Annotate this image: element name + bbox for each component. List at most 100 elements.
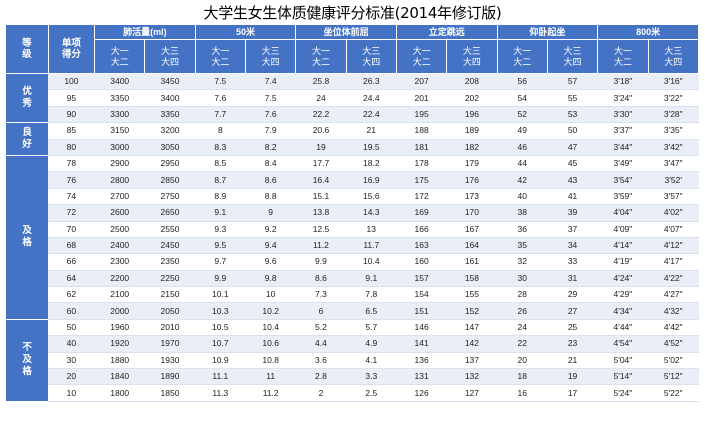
value-cell: 52 bbox=[497, 106, 548, 124]
value-cell: 40 bbox=[497, 188, 548, 206]
value-cell: 17.7 bbox=[295, 155, 347, 173]
value-cell: 8.6 bbox=[245, 171, 296, 189]
value-cell: 4.9 bbox=[346, 335, 397, 353]
subheader-cell: 大一大二 bbox=[295, 39, 347, 74]
grade-cell: 良好 bbox=[6, 122, 49, 156]
value-cell: 3400 bbox=[94, 73, 145, 91]
value-cell: 6.5 bbox=[346, 302, 397, 320]
value-cell: 5'22" bbox=[648, 384, 699, 402]
value-cell: 3'37" bbox=[597, 122, 649, 140]
value-cell: 155 bbox=[446, 286, 498, 304]
value-cell: 7.9 bbox=[245, 122, 296, 140]
value-cell: 29 bbox=[547, 286, 598, 304]
value-cell: 3'24" bbox=[597, 89, 649, 107]
value-cell: 3.3 bbox=[346, 368, 397, 386]
value-cell: 4'07" bbox=[648, 221, 699, 238]
value-cell: 7.5 bbox=[195, 73, 246, 91]
value-cell: 19.5 bbox=[346, 139, 397, 156]
score-cell: 20 bbox=[48, 368, 95, 386]
value-cell: 4'09" bbox=[597, 221, 649, 238]
value-cell: 6 bbox=[295, 302, 347, 320]
value-cell: 9.5 bbox=[195, 237, 246, 255]
value-cell: 126 bbox=[396, 384, 447, 402]
grade-header: 等级 bbox=[6, 25, 49, 74]
value-cell: 46 bbox=[497, 139, 548, 156]
value-cell: 14.3 bbox=[346, 204, 397, 222]
value-cell: 3'59" bbox=[597, 188, 649, 206]
value-cell: 2500 bbox=[94, 221, 145, 238]
score-cell: 64 bbox=[48, 270, 95, 288]
value-cell: 36 bbox=[497, 221, 548, 238]
value-cell: 154 bbox=[396, 286, 447, 304]
table-row: 62 2100 2150 10.1 10 7.3 7.8 154 155 28 29 4'29" 4'2… bbox=[6, 286, 699, 304]
value-cell: 3050 bbox=[144, 139, 196, 156]
value-cell: 3'47" bbox=[648, 155, 699, 173]
value-cell: 27 bbox=[547, 302, 598, 320]
value-cell: 2900 bbox=[94, 155, 145, 173]
value-cell: 21 bbox=[547, 352, 598, 370]
value-cell: 57 bbox=[547, 73, 598, 91]
value-cell: 2350 bbox=[144, 253, 196, 271]
value-cell: 188 bbox=[396, 122, 447, 140]
value-cell: 4'12" bbox=[648, 237, 699, 255]
table-row: 不及格 50 1960 2010 10.5 10.4 5.2 5.7 146 147 24 25 4'4… bbox=[6, 319, 699, 402]
table-row: 95 3350 3400 7.6 7.5 24 24.4 201 202 54 55 3'24" 3'2… bbox=[6, 89, 699, 107]
value-cell: 7.3 bbox=[295, 286, 347, 304]
value-cell: 164 bbox=[446, 237, 498, 255]
value-cell: 5'14" bbox=[597, 368, 649, 386]
table-row: 及格 78 2900 2950 8.5 8.4 17.7 18.2 178 179 44 45 3'49… bbox=[6, 155, 699, 320]
value-cell: 38 bbox=[497, 204, 548, 222]
value-cell: 8.2 bbox=[245, 139, 296, 156]
value-cell: 4'27" bbox=[648, 286, 699, 304]
value-cell: 158 bbox=[446, 270, 498, 288]
value-cell: 161 bbox=[446, 253, 498, 271]
value-cell: 20.6 bbox=[295, 122, 347, 140]
table-header: 等级 单项得分 肺活量(ml) 50米 坐位体前屈 立定跳远 仰卧起坐 800米 大一大二… bbox=[6, 25, 700, 74]
value-cell: 11.2 bbox=[245, 384, 296, 402]
table-row: 68 2400 2450 9.5 9.4 11.2 11.7 163 164 35 34 4'14" 4… bbox=[6, 237, 699, 255]
value-cell: 8.3 bbox=[195, 139, 246, 156]
value-cell: 9.8 bbox=[245, 270, 296, 288]
group-header: 仰卧起坐 bbox=[497, 25, 599, 40]
table-row: 66 2300 2350 9.7 9.6 9.9 10.4 160 161 32 33 4'19" 4'… bbox=[6, 253, 699, 271]
value-cell: 2850 bbox=[144, 171, 196, 189]
value-cell: 2600 bbox=[94, 204, 145, 222]
value-cell: 146 bbox=[396, 319, 447, 337]
value-cell: 23 bbox=[547, 335, 598, 353]
value-cell: 3450 bbox=[144, 73, 196, 91]
value-cell: 11.3 bbox=[195, 384, 246, 402]
value-cell: 179 bbox=[446, 155, 498, 173]
table-row: 72 2600 2650 9.1 9 13.8 14.3 169 170 38 39 4'04" 4'0… bbox=[6, 204, 699, 222]
value-cell: 2950 bbox=[144, 155, 196, 173]
score-cell: 74 bbox=[48, 188, 95, 206]
value-cell: 19 bbox=[547, 368, 598, 386]
value-cell: 1920 bbox=[94, 335, 145, 353]
subheader-cell: 大三大四 bbox=[346, 39, 397, 74]
value-cell: 3150 bbox=[94, 122, 145, 140]
value-cell: 7.8 bbox=[346, 286, 397, 304]
value-cell: 142 bbox=[446, 335, 498, 353]
value-cell: 4'52" bbox=[648, 335, 699, 353]
table-row: 40 1920 1970 10.7 10.6 4.4 4.9 141 142 22 23 4'54" 4… bbox=[6, 335, 699, 353]
value-cell: 5'12" bbox=[648, 368, 699, 386]
subheader-cell: 大一大二 bbox=[94, 39, 146, 74]
value-cell: 141 bbox=[396, 335, 447, 353]
value-cell: 195 bbox=[396, 106, 447, 124]
value-cell: 44 bbox=[497, 155, 548, 173]
value-cell: 201 bbox=[396, 89, 447, 107]
value-cell: 22 bbox=[497, 335, 548, 353]
table-row: 20 1840 1890 11.1 11 2.8 3.3 131 132 18 19 5'14" 5'1… bbox=[6, 368, 699, 386]
value-cell: 3'28" bbox=[648, 106, 699, 124]
group-header: 肺活量(ml) bbox=[94, 25, 196, 40]
table-row: 90 3300 3350 7.7 7.6 22.2 22.4 195 196 52 53 3'30" 3… bbox=[6, 106, 699, 124]
value-cell: 7.6 bbox=[195, 89, 246, 107]
group-header: 立定跳远 bbox=[396, 25, 498, 40]
value-cell: 3'16" bbox=[648, 73, 699, 91]
value-cell: 152 bbox=[446, 302, 498, 320]
value-cell: 8.9 bbox=[195, 188, 246, 206]
score-cell: 40 bbox=[48, 335, 95, 353]
value-cell: 10.7 bbox=[195, 335, 246, 353]
value-cell: 2010 bbox=[144, 319, 196, 337]
value-cell: 22.4 bbox=[346, 106, 397, 124]
table-row: 70 2500 2550 9.3 9.2 12.5 13 166 167 36 37 4'09" 4'0… bbox=[6, 221, 699, 238]
